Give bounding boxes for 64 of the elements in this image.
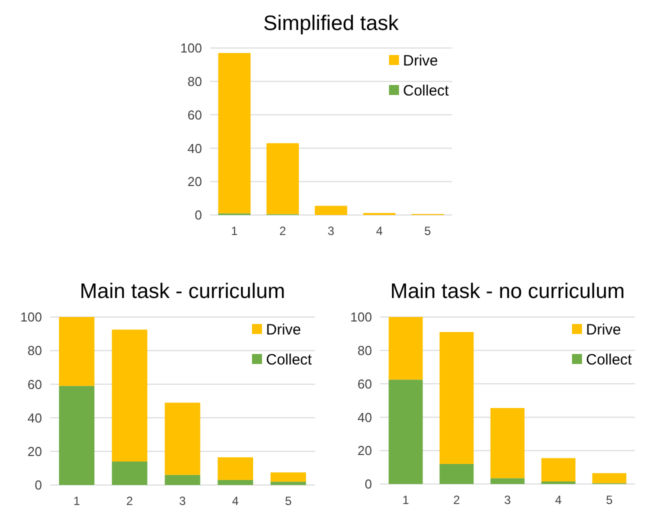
- y-tick-label: 20: [358, 443, 372, 458]
- bar: [58, 386, 94, 485]
- bar: [164, 474, 200, 485]
- legend-label: Collect: [586, 351, 633, 368]
- y-tick-label: 80: [188, 74, 202, 89]
- bar: [440, 464, 474, 484]
- bar: [541, 481, 576, 484]
- chart-title: Simplified task: [263, 12, 400, 35]
- bar: [218, 457, 254, 480]
- y-tick-label: 60: [358, 376, 372, 392]
- x-tick-label: 3: [179, 494, 186, 508]
- x-tick-label: 3: [504, 493, 512, 507]
- y-tick-label: 100: [350, 310, 372, 325]
- bar: [490, 408, 525, 478]
- y-tick-label: 100: [180, 40, 202, 56]
- y-tick-label: 0: [194, 208, 202, 223]
- y-tick-label: 40: [358, 410, 372, 425]
- bar: [270, 482, 306, 485]
- bar: [112, 461, 148, 485]
- chart-title: Main task - no curriculum: [390, 280, 625, 303]
- y-tick-label: 20: [188, 174, 202, 190]
- bar: [270, 472, 306, 482]
- legend-label: Collect: [403, 82, 450, 100]
- y-tick-label: 40: [188, 140, 202, 156]
- x-tick-label: 2: [279, 224, 286, 238]
- legend-label: Collect: [266, 351, 313, 368]
- bar: [314, 206, 348, 215]
- legend-label: Drive: [266, 321, 302, 338]
- y-tick-label: 100: [20, 310, 42, 325]
- legend-label: Drive: [403, 52, 438, 70]
- y-tick-label: 80: [28, 343, 42, 358]
- bar: [440, 332, 474, 464]
- x-tick-label: 5: [284, 494, 292, 508]
- y-tick-label: 80: [358, 342, 372, 358]
- legend-label: Drive: [586, 321, 622, 338]
- bar: [490, 478, 525, 484]
- x-tick-label: 5: [424, 224, 432, 238]
- chart-title: Main task - curriculum: [80, 280, 286, 303]
- x-tick-label: 1: [231, 224, 238, 238]
- bar: [592, 473, 626, 484]
- x-tick-label: 2: [126, 494, 134, 508]
- x-tick-label: 2: [453, 493, 460, 507]
- bar: [388, 317, 423, 380]
- bar: [58, 317, 94, 386]
- x-tick-label: 3: [328, 224, 335, 238]
- y-tick-label: 0: [364, 476, 372, 492]
- bar: [112, 330, 148, 462]
- bar: [266, 143, 299, 214]
- x-tick-label: 4: [232, 494, 240, 508]
- bar: [218, 53, 251, 214]
- y-tick-label: 0: [34, 478, 42, 493]
- bar: [164, 402, 200, 475]
- x-tick-label: 1: [402, 493, 410, 507]
- y-tick-label: 60: [188, 107, 202, 122]
- bar: [388, 380, 423, 484]
- x-tick-label: 1: [73, 494, 80, 508]
- y-tick-label: 60: [28, 376, 42, 392]
- x-tick-label: 4: [555, 493, 562, 507]
- y-tick-label: 40: [28, 410, 42, 426]
- y-tick-label: 20: [28, 444, 42, 459]
- x-tick-label: 4: [376, 224, 383, 238]
- bar: [541, 458, 576, 482]
- bar: [218, 480, 254, 485]
- x-tick-label: 5: [606, 493, 613, 507]
